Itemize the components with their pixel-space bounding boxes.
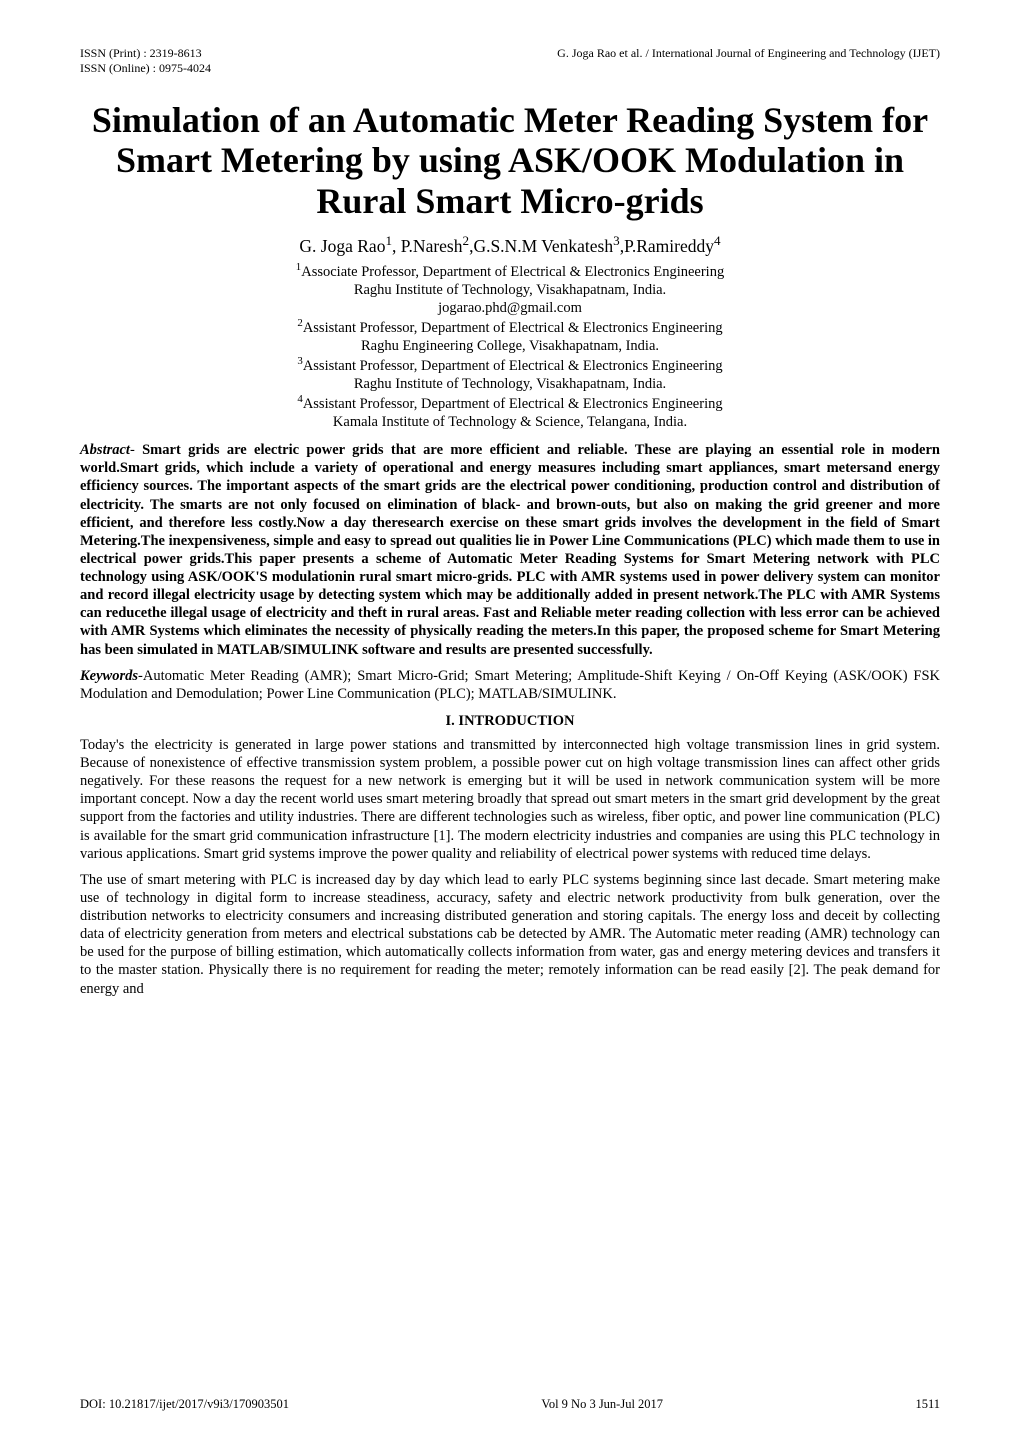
affiliation-line: Raghu Engineering College, Visakhapatnam… — [80, 337, 940, 355]
affiliation-line: jogarao.phd@gmail.com — [80, 299, 940, 317]
keywords-text: Automatic Meter Reading (AMR); Smart Mic… — [80, 668, 940, 702]
abstract-text: Smart grids are electric power grids tha… — [80, 442, 940, 657]
header-right: G. Joga Rao et al. / International Journ… — [557, 46, 940, 76]
page-footer: DOI: 10.21817/ijet/2017/v9i3/170903501 V… — [80, 1397, 940, 1412]
body-paragraph: The use of smart metering with PLC is in… — [80, 871, 940, 998]
affiliation-line: 1Associate Professor, Department of Elec… — [80, 261, 940, 281]
authors: G. Joga Rao1, P.Naresh2,G.S.N.M Venkates… — [80, 233, 940, 257]
footer-volume: Vol 9 No 3 Jun-Jul 2017 — [541, 1397, 663, 1412]
affiliations: 1Associate Professor, Department of Elec… — [80, 261, 940, 431]
running-head-text: G. Joga Rao et al. / International Journ… — [557, 46, 940, 61]
affiliation-line: 2Assistant Professor, Department of Elec… — [80, 317, 940, 337]
running-header: ISSN (Print) : 2319-8613 ISSN (Online) :… — [80, 46, 940, 76]
footer-doi: DOI: 10.21817/ijet/2017/v9i3/170903501 — [80, 1397, 289, 1412]
affiliation-line: Raghu Institute of Technology, Visakhapa… — [80, 281, 940, 299]
header-left: ISSN (Print) : 2319-8613 ISSN (Online) :… — [80, 46, 211, 76]
footer-page-number: 1511 — [915, 1397, 940, 1412]
section-heading-introduction: I. INTRODUCTION — [80, 713, 940, 730]
paper-title: Simulation of an Automatic Meter Reading… — [80, 100, 940, 221]
keywords-label: Keywords — [80, 668, 138, 684]
issn-print: ISSN (Print) : 2319-8613 — [80, 46, 211, 61]
affiliation-line: 4Assistant Professor, Department of Elec… — [80, 393, 940, 413]
abstract-dash: - — [130, 442, 142, 458]
abstract-label: Abstract — [80, 442, 130, 458]
page: ISSN (Print) : 2319-8613 ISSN (Online) :… — [0, 0, 1020, 1036]
affiliation-line: 3Assistant Professor, Department of Elec… — [80, 355, 940, 375]
affiliation-line: Kamala Institute of Technology & Science… — [80, 413, 940, 431]
affiliation-line: Raghu Institute of Technology, Visakhapa… — [80, 375, 940, 393]
issn-online: ISSN (Online) : 0975-4024 — [80, 61, 211, 76]
abstract: Abstract- Smart grids are electric power… — [80, 441, 940, 659]
body-paragraph: Today's the electricity is generated in … — [80, 736, 940, 863]
keywords: Keywords-Automatic Meter Reading (AMR); … — [80, 667, 940, 703]
